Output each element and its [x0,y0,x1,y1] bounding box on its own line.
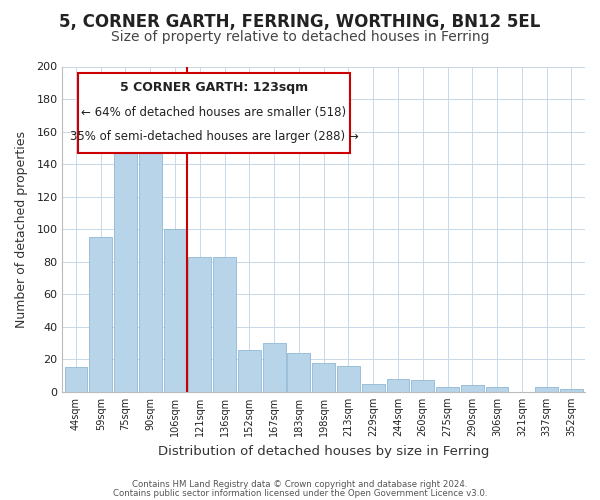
Bar [485,387,508,392]
X-axis label: Distribution of detached houses by size in Ferring: Distribution of detached houses by size … [158,444,490,458]
Y-axis label: Number of detached properties: Number of detached properties [15,130,28,328]
Text: 35% of semi-detached houses are larger (288) →: 35% of semi-detached houses are larger (… [70,130,358,143]
Bar [312,362,335,392]
Bar [213,257,236,392]
Text: Size of property relative to detached houses in Ferring: Size of property relative to detached ho… [111,30,489,44]
Bar [436,387,459,392]
Bar [287,353,310,392]
FancyBboxPatch shape [78,73,350,152]
Text: 5 CORNER GARTH: 123sqm: 5 CORNER GARTH: 123sqm [120,81,308,94]
Bar [238,350,261,392]
Bar [412,380,434,392]
Bar [535,387,558,392]
Bar [114,135,137,392]
Bar [139,146,161,392]
Bar [164,229,187,392]
Bar [386,379,409,392]
Text: Contains public sector information licensed under the Open Government Licence v3: Contains public sector information licen… [113,489,487,498]
Bar [89,238,112,392]
Text: Contains HM Land Registry data © Crown copyright and database right 2024.: Contains HM Land Registry data © Crown c… [132,480,468,489]
Bar [560,388,583,392]
Bar [461,386,484,392]
Bar [337,366,360,392]
Bar [188,257,211,392]
Text: 5, CORNER GARTH, FERRING, WORTHING, BN12 5EL: 5, CORNER GARTH, FERRING, WORTHING, BN12… [59,12,541,30]
Bar [65,368,88,392]
Bar [263,343,286,392]
Bar [362,384,385,392]
Text: ← 64% of detached houses are smaller (518): ← 64% of detached houses are smaller (51… [82,106,346,120]
